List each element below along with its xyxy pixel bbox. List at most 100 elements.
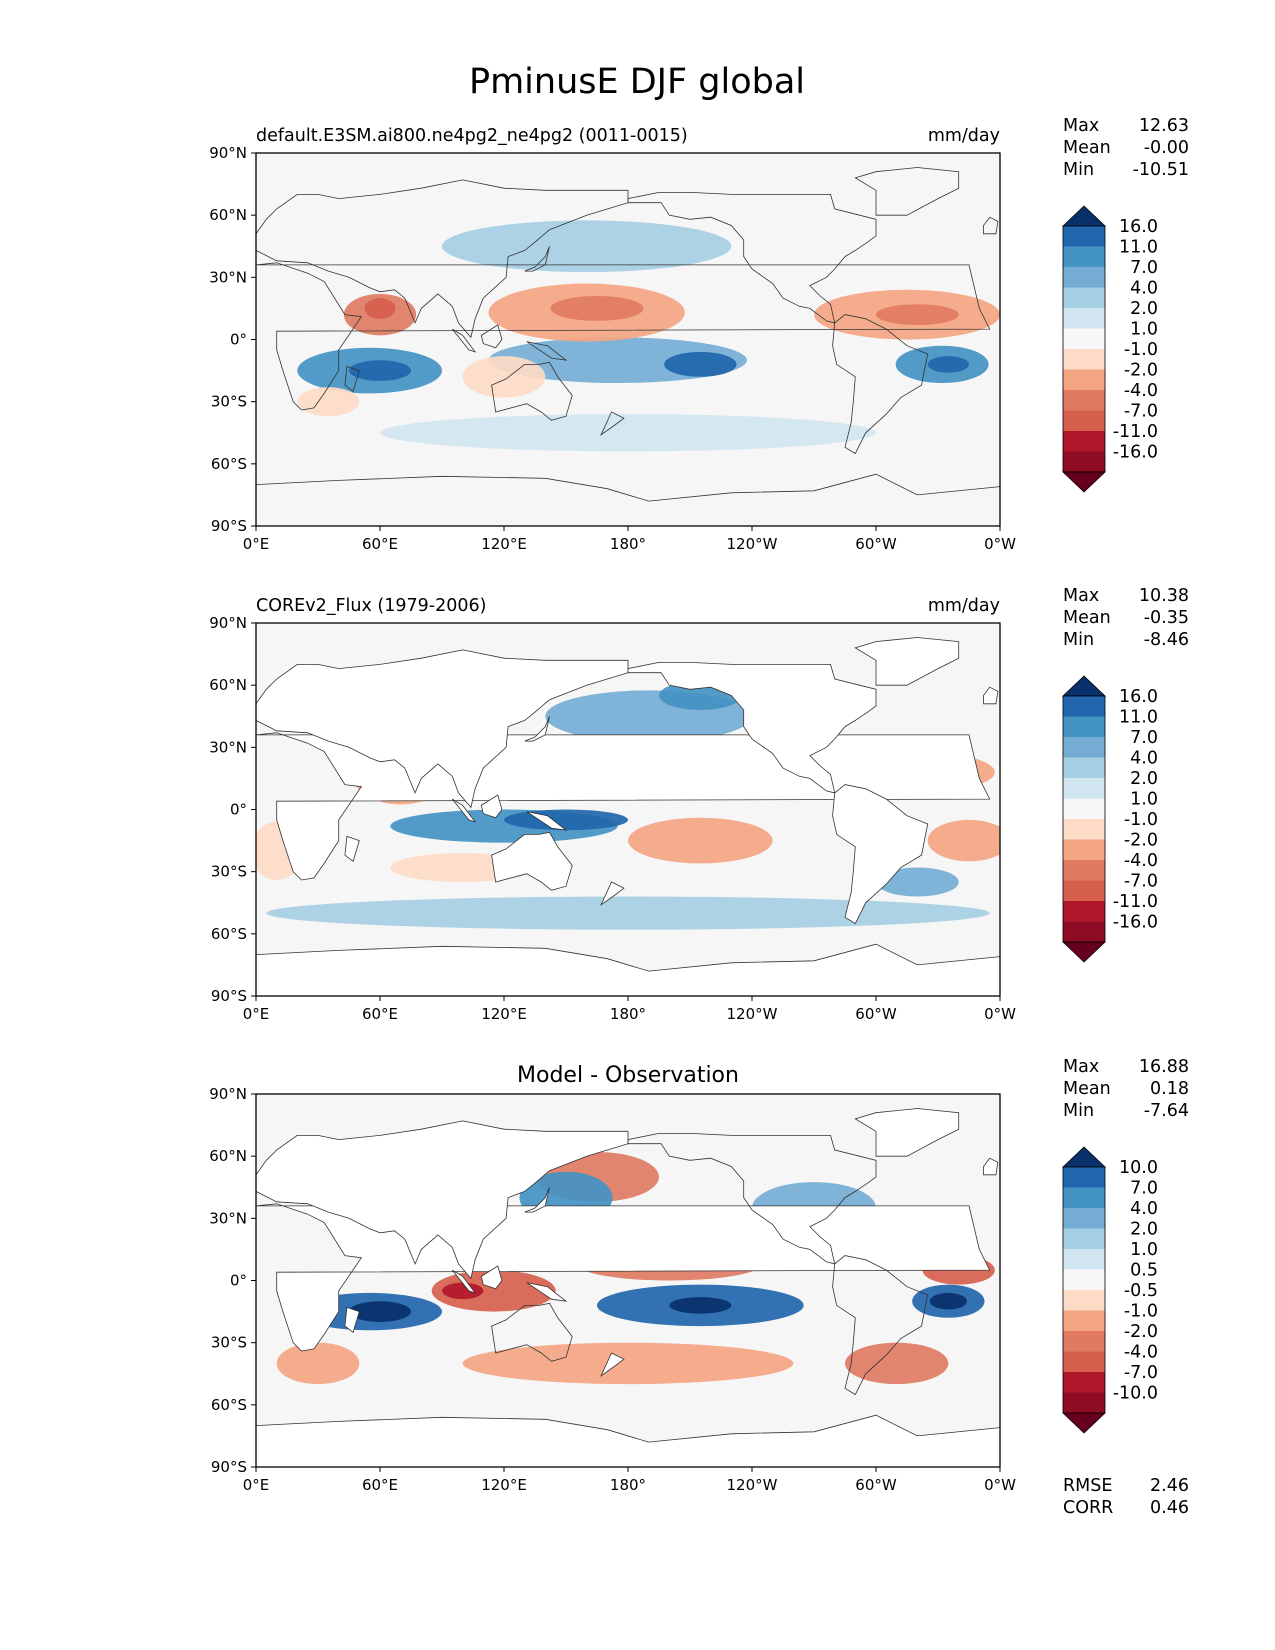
coastline [526, 1282, 568, 1302]
coastline [491, 831, 573, 891]
y-tick-label: 90°N [209, 144, 247, 162]
colorbar-tick-label: 1.0 [1130, 790, 1158, 810]
contour-region [349, 360, 411, 381]
colorbar-segment [1063, 921, 1105, 943]
coastline [600, 411, 625, 436]
metric-value: 2.46 [1150, 1476, 1189, 1496]
colorbar-segment [1063, 819, 1105, 840]
metric-label: RMSE [1063, 1476, 1112, 1496]
coastline [983, 216, 999, 235]
y-tick-label: 30°N [209, 1209, 247, 1227]
colorbar-tick-label: 7.0 [1130, 258, 1158, 278]
coastline [524, 1187, 550, 1213]
contour-region [664, 351, 737, 377]
x-tick-label: 120°W [727, 1476, 778, 1494]
coastline [854, 637, 960, 686]
x-tick-label: 120°E [481, 535, 527, 553]
colorbar-tick-label: -1.0 [1124, 340, 1158, 360]
colorbar-segment [1063, 267, 1105, 288]
y-tick-label: 60°S [211, 455, 247, 473]
coastline [256, 943, 1000, 996]
x-tick-label: 120°W [727, 535, 778, 553]
colorbar-segment [1063, 757, 1105, 779]
contour-region [462, 1342, 794, 1385]
coastline [480, 794, 503, 819]
coastline [256, 1203, 991, 1352]
stat-value: 16.88 [1139, 1057, 1189, 1077]
colorbar-tick-label: 4.0 [1130, 279, 1158, 299]
y-tick-label: 90°N [209, 614, 247, 632]
coastline [491, 361, 573, 421]
colorbar-segment [1063, 1269, 1105, 1291]
contour-region [927, 356, 969, 373]
stat-value: -0.00 [1144, 138, 1189, 158]
colorbar-extend-top [1062, 675, 1106, 697]
colorbar-segment [1063, 696, 1105, 717]
stat-value: -7.64 [1144, 1101, 1189, 1121]
contour-region [462, 356, 546, 398]
colorbar-segment [1063, 1351, 1105, 1373]
contour-region [927, 819, 1000, 862]
panel-title: COREv2_Flux (1979-2006) [256, 596, 486, 616]
coastline [256, 1120, 629, 1280]
colorbar-segment [1063, 1187, 1105, 1209]
panel-title: default.E3SM.ai800.ne4pg2_ne4pg2 (0011-0… [256, 126, 688, 146]
y-tick-label: 0° [230, 801, 247, 819]
x-tick-label: 0°W [984, 535, 1016, 553]
contour-region [442, 220, 732, 273]
colorbar-segment [1063, 880, 1105, 902]
colorbar-extend-top [1062, 1146, 1106, 1168]
panel-3: 0°E 60°E 120°E 180° 120°W 60°W 0°W 90°N 60°N 30°N… [209, 1057, 1189, 1518]
coastline [524, 716, 550, 742]
colorbar-segment [1063, 798, 1105, 820]
coastline [600, 881, 625, 906]
x-tick-label: 0°E [243, 535, 270, 553]
coastline [344, 1306, 360, 1333]
colorbar-extend-bottom [1062, 941, 1106, 963]
colorbar-tick-label: -0.5 [1124, 1281, 1158, 1301]
colorbar-segment [1063, 901, 1105, 922]
coastline [832, 314, 929, 455]
colorbar-segment [1063, 1208, 1105, 1229]
colorbar-segment [1063, 1167, 1105, 1188]
colorbar-segment [1063, 431, 1105, 452]
colorbar-segment [1063, 1372, 1105, 1393]
colorbar-tick-label: 16.0 [1119, 217, 1158, 237]
stat-label: Min [1063, 160, 1094, 180]
y-tick-label: 90°S [211, 1458, 247, 1476]
coastline [256, 262, 991, 411]
x-tick-label: 60°E [362, 1005, 398, 1023]
stat-label: Mean [1063, 138, 1111, 158]
y-tick-label: 60°S [211, 925, 247, 943]
contour-region [442, 1282, 484, 1300]
coastline [526, 341, 568, 361]
colorbar-tick-label: 1.0 [1130, 320, 1158, 340]
coastline [256, 1414, 1000, 1467]
coastline [832, 784, 929, 925]
coastline [832, 1255, 929, 1396]
contour-region [276, 1342, 360, 1385]
x-tick-label: 120°E [481, 1005, 527, 1023]
y-tick-label: 90°S [211, 517, 247, 535]
coastline [451, 328, 477, 353]
x-tick-label: 180° [610, 535, 646, 553]
map-area-1 [256, 153, 1000, 526]
contour-region [266, 896, 990, 930]
panel-units: mm/day [928, 126, 1000, 146]
coastline [344, 365, 360, 392]
y-tick-label: 60°N [209, 676, 247, 694]
colorbar-tick-label: -4.0 [1124, 851, 1158, 871]
y-tick-label: 90°N [209, 1085, 247, 1103]
colorbar-segment [1063, 287, 1105, 309]
colorbar-tick-label: -11.0 [1113, 892, 1158, 912]
stat-value: 10.38 [1139, 586, 1189, 606]
coastline [344, 835, 360, 862]
x-tick-label: 60°W [855, 1476, 897, 1494]
coastline [627, 662, 877, 794]
x-tick-label: 60°W [855, 1005, 897, 1023]
colorbar-segment [1063, 410, 1105, 432]
colorbar-segment [1063, 778, 1105, 799]
map-area-3 [256, 1094, 1000, 1467]
colorbar-segment [1063, 226, 1105, 247]
colorbar-segment [1063, 390, 1105, 411]
